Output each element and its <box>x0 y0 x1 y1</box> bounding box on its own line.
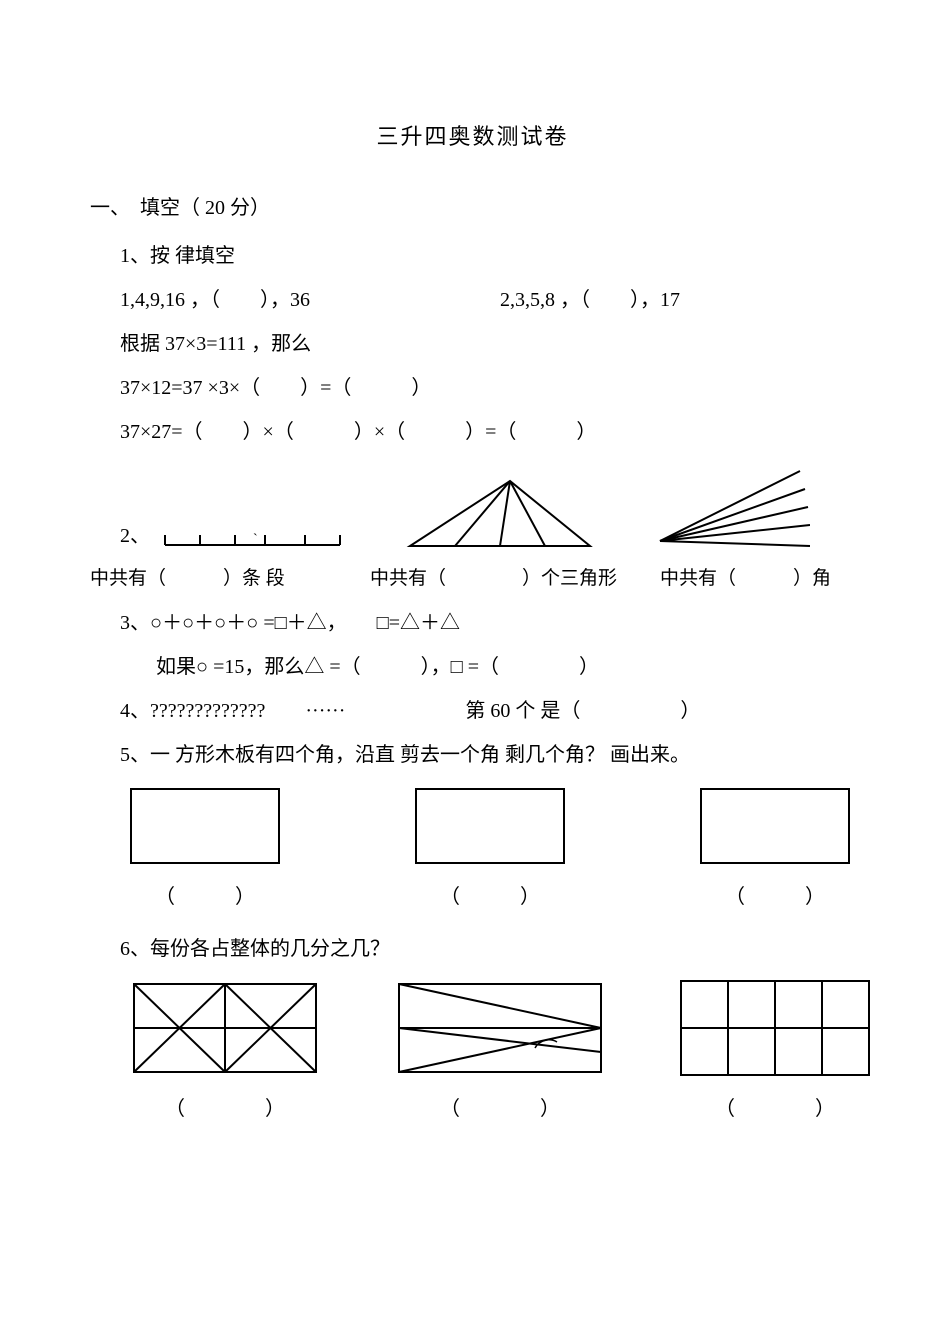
q4-left: 4、????????????? ······ <box>120 696 345 726</box>
q1-line3: 根据 37×3=111 ，那么 <box>120 329 855 359</box>
q5-rects <box>130 788 850 864</box>
q5-blank-2: （ ） <box>415 882 565 912</box>
q5-blanks: （ ） （ ） （ ） <box>130 882 850 912</box>
page: 三升四奥数测试卷 一、 填空（ 20 分） 1、按 律填空 1,4,9,16 ，… <box>0 0 945 1338</box>
q1-line4: 37×12=37 ×3×（ ）=（ ） <box>120 373 855 403</box>
q2-cap-segments: 中共有（ ）条 段 <box>90 565 370 594</box>
q2-cap-triangles: 中共有（ ）个三角形 <box>370 565 660 594</box>
q6-blank-3: （ ） <box>680 1094 870 1124</box>
angle-fan-figure <box>650 461 810 551</box>
q6-blank-2: （ ） <box>395 1094 605 1124</box>
q2-captions: 中共有（ ）条 段 中共有（ ）个三角形 中共有（ ）角 <box>90 557 855 594</box>
q5-rect-2 <box>415 788 565 864</box>
q3-line1: 3、○＋○＋○＋○ =□＋△， □=△＋△ <box>120 608 855 638</box>
q6-fig-1 <box>130 980 320 1076</box>
q5-blank-1: （ ） <box>130 882 280 912</box>
triangle-fan-figure <box>400 471 600 551</box>
page-title: 三升四奥数测试卷 <box>90 120 855 153</box>
section-1-heading: 一、 填空（ 20 分） <box>90 193 855 223</box>
q5-rect-3 <box>700 788 850 864</box>
q6-blanks: （ ） （ ） （ ） <box>130 1094 870 1124</box>
q1-label: 1、按 律填空 <box>120 241 855 271</box>
segment-ruler-figure: ` <box>155 525 345 549</box>
q4-line: 4、????????????? ······ 第 60 个 是（ ） <box>120 696 855 726</box>
q6-shapes <box>130 980 870 1076</box>
q2-cap-angles: 中共有（ ）角 <box>660 565 850 594</box>
q1-sequences: 1,4,9,16 ，（ ），36 2,3,5,8 ，（ ），17 <box>120 285 855 315</box>
q6-blank-1: （ ） <box>130 1094 320 1124</box>
q5-line: 5、一 方形木板有四个角，沿直 剪去一个角 剩几个角？ 画出来。 <box>120 740 855 770</box>
q5-blank-3: （ ） <box>700 882 850 912</box>
q3-line2: 如果○ =15，那么△ =（ ），□ =（ ） <box>120 652 855 682</box>
q6-fig-2 <box>395 980 605 1076</box>
q2-label: 2、 <box>120 525 150 547</box>
q5-rect-1 <box>130 788 280 864</box>
q1-seq2: 2,3,5,8 ，（ ），17 <box>500 285 680 315</box>
q6-line: 6、每份各占整体的几分之几？ <box>120 934 855 964</box>
q2-row: 2、 ` <box>120 461 855 551</box>
q1-line5: 37×27=（ ）×（ ）×（ ）=（ ） <box>120 417 855 447</box>
svg-text:`: ` <box>253 532 258 547</box>
q6-fig-3 <box>680 980 870 1076</box>
q1-seq1: 1,4,9,16 ，（ ），36 <box>120 285 310 315</box>
q4-right: 第 60 个 是（ ） <box>465 696 700 726</box>
